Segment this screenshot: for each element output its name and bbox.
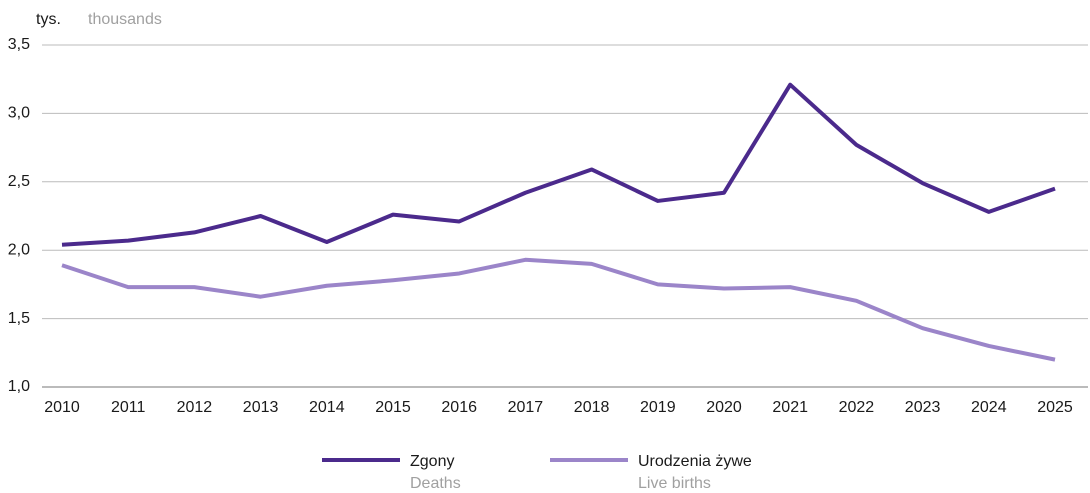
y-tick-label: 1,5 [8,310,30,327]
legend-label: Zgony [410,453,454,470]
x-tick-label: 2023 [905,399,941,416]
x-tick-label: 2012 [177,399,213,416]
y-tick-label: 3,5 [8,36,30,53]
series-line [61,82,1056,247]
x-tick-label: 2015 [375,399,411,416]
legend-label-en: Deaths [410,475,461,492]
x-tick-label: 2016 [441,399,477,416]
legend-label-en: Live births [638,475,711,492]
y-tick-label: 1,0 [8,378,30,395]
x-tick-label: 2017 [508,399,544,416]
x-tick-label: 2014 [309,399,345,416]
x-tick-label: 2011 [111,399,146,416]
x-tick-label: 2024 [971,399,1007,416]
x-tick-label: 2018 [574,399,610,416]
x-tick-label: 2020 [706,399,742,416]
x-tick-label: 2019 [640,399,676,416]
x-tick-label: 2013 [243,399,279,416]
y-tick-label: 2,0 [8,241,30,258]
y-tick-label: 2,5 [8,173,30,190]
y-tick-label: 3,0 [8,105,30,122]
legend-label: Urodzenia żywe [638,453,752,470]
x-tick-label: 2022 [839,399,875,416]
unit-label: tys. [36,11,61,28]
x-tick-label: 2025 [1037,399,1073,416]
x-tick-label: 2021 [772,399,808,416]
series-line [61,257,1056,362]
x-tick-label: 2010 [44,399,80,416]
unit-label-en: thousands [88,11,162,28]
